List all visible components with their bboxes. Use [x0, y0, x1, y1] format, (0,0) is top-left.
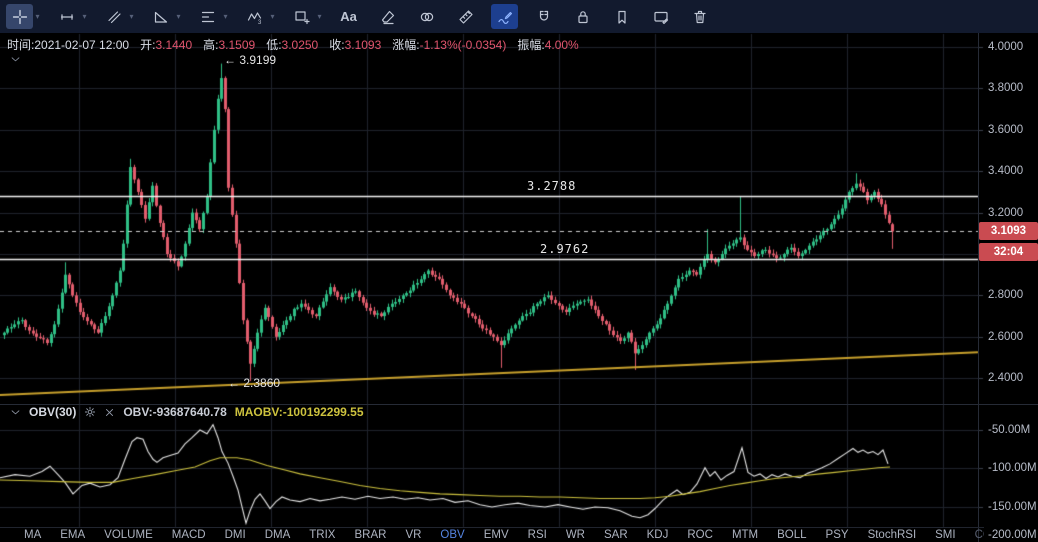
price-tick-2.4000: 2.4000	[988, 372, 1024, 385]
obv-tick--150.00M: -150.00M	[988, 500, 1037, 513]
tab-rsi[interactable]: RSI	[527, 529, 547, 541]
obv-tick--100.00M: -100.00M	[988, 462, 1037, 475]
tab-brar[interactable]: BRAR	[354, 529, 387, 541]
obv-settings-gear-icon[interactable]	[84, 406, 96, 418]
candle-countdown-badge: 32:04	[979, 243, 1038, 262]
tab-psy[interactable]: PSY	[825, 529, 849, 541]
pane-divider[interactable]	[0, 404, 1038, 405]
info-field-1: 开:3.1440	[140, 38, 193, 52]
obv-close-icon[interactable]	[104, 407, 115, 418]
info-field-5: 涨幅:-1.13%(-0.0354)	[392, 38, 507, 52]
price-tick-4.0000: 4.0000	[988, 40, 1024, 53]
price-tick-3.4000: 3.4000	[988, 165, 1024, 178]
chart-legend-collapse-icon[interactable]	[10, 54, 21, 65]
obv-tick--50.00M: -50.00M	[988, 424, 1031, 436]
maobv-value: MAOBV:-100192299.55	[234, 405, 364, 419]
price-tick-3.8000: 3.8000	[988, 82, 1024, 95]
info-field-0: 时间:2021-02-07 12:00	[7, 38, 130, 52]
tab-trix[interactable]: TRIX	[309, 529, 336, 541]
level-line-label-2.9762[interactable]: 2.9762	[540, 241, 590, 256]
tab-boll[interactable]: BOLL	[777, 529, 807, 541]
tab-volume[interactable]: VOLUME	[104, 529, 153, 541]
price-axis-border	[978, 33, 979, 542]
price-tick-2.8000: 2.8000	[988, 289, 1024, 302]
obv-collapse-icon[interactable]	[10, 407, 21, 418]
info-field-3: 低:3.0250	[266, 38, 319, 52]
obv-indicator-title[interactable]: OBV(30)	[29, 405, 77, 419]
tab-dma[interactable]: DMA	[264, 529, 291, 541]
current-price-badge: 3.1093	[979, 222, 1038, 241]
tab-cci[interactable]: CCI	[974, 529, 984, 541]
obv-indicator-header: OBV(30) OBV:-93687640.78 MAOBV:-10019229…	[10, 405, 364, 419]
price-tick-3.6000: 3.6000	[988, 123, 1024, 136]
tab-smi[interactable]: SMI	[935, 529, 956, 541]
tab-dmi[interactable]: DMI	[224, 529, 246, 541]
obv-value: OBV:-93687640.78	[123, 405, 227, 419]
tab-mtm[interactable]: MTM	[731, 529, 759, 541]
tab-ema[interactable]: EMA	[60, 529, 86, 541]
ohlc-info-bar: 时间:2021-02-07 12:00 开:3.1440 高:3.1509 低:3.0…	[7, 36, 579, 53]
tab-stochrsi[interactable]: StochRSI	[867, 529, 917, 541]
tab-ma[interactable]: MA	[24, 529, 42, 541]
tab-vr[interactable]: VR	[405, 529, 422, 541]
tab-macd[interactable]: MACD	[171, 529, 206, 541]
info-field-4: 收:3.1093	[329, 38, 382, 52]
tab-emv[interactable]: EMV	[483, 529, 509, 541]
annotation-high-3.9199: ← 3.9199	[224, 53, 277, 67]
price-tick-3.2000: 3.2000	[988, 206, 1024, 219]
indicator-tab-bar: MA EMA VOLUME MACD DMI DMA TRIX BRAR VR OBV EMV RSI…	[0, 527, 984, 542]
tab-sar[interactable]: SAR	[603, 529, 628, 541]
obv-tick--200.00M: -200.00M	[988, 529, 1037, 541]
annotation-low-2.3860: ← 2.3860	[228, 376, 281, 390]
tab-kdj[interactable]: KDJ	[646, 529, 669, 541]
tab-roc[interactable]: ROC	[687, 529, 713, 541]
level-line-label-3.2788[interactable]: 3.2788	[527, 179, 577, 194]
price-tick-2.6000: 2.6000	[988, 330, 1024, 343]
tab-wr[interactable]: WR	[565, 529, 585, 541]
tab-obv[interactable]: OBV	[440, 528, 464, 542]
info-field-6: 振幅:4.00%	[517, 38, 579, 52]
info-field-2: 高:3.1509	[203, 38, 256, 52]
